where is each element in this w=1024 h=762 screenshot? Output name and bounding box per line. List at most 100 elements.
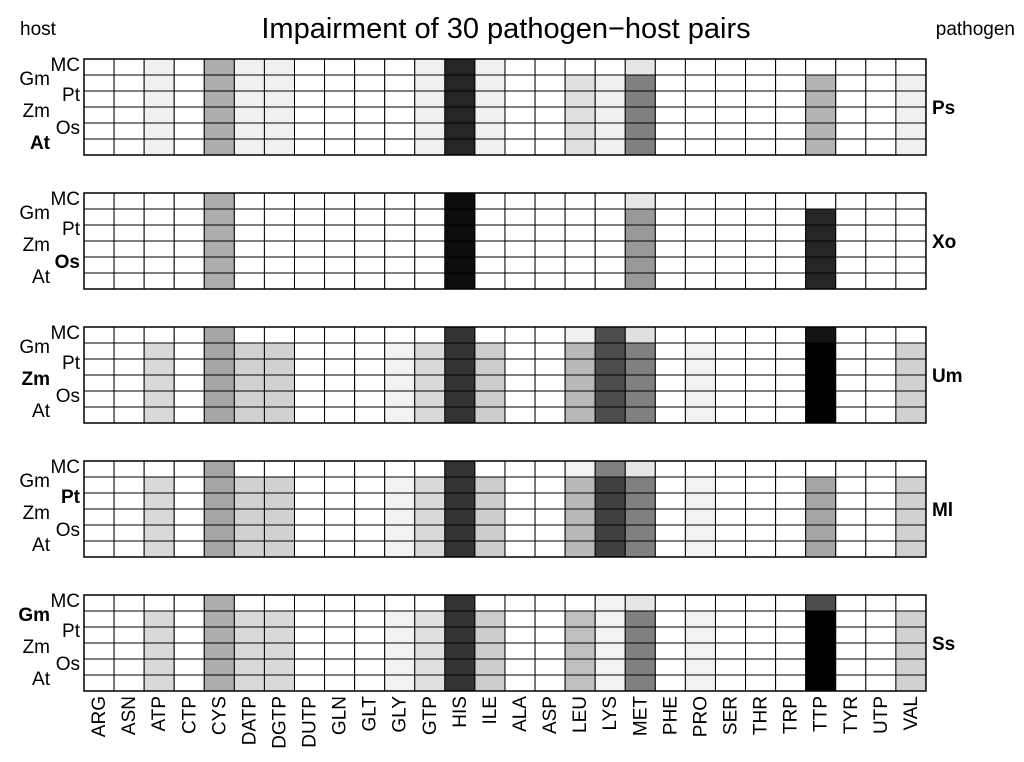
heatmap-cell	[745, 240, 777, 258]
heatmap-cell	[504, 122, 536, 140]
heatmap-cell	[745, 358, 777, 376]
heatmap-cell	[384, 326, 416, 344]
heatmap-cell	[684, 610, 716, 628]
heatmap-cell	[594, 406, 626, 424]
heatmap-cell	[564, 390, 596, 408]
heatmap-cell	[173, 540, 205, 558]
heatmap-cell	[233, 342, 265, 360]
heatmap-cell	[534, 224, 566, 242]
heatmap-cell	[203, 658, 235, 676]
heatmap-cell	[113, 138, 145, 156]
heatmap-cell	[714, 358, 747, 376]
heatmap-cell	[83, 594, 115, 612]
heatmap-cell	[324, 460, 356, 478]
heatmap-cell	[233, 524, 265, 542]
heatmap-cell	[504, 476, 536, 494]
heatmap-cell	[474, 658, 506, 676]
heatmap-cell	[83, 406, 115, 424]
heatmap-cell	[805, 374, 837, 392]
heatmap-cell	[865, 540, 897, 558]
heatmap-cell	[865, 192, 897, 210]
host-label-zm: Zm	[23, 503, 50, 524]
heatmap-cell	[564, 476, 596, 494]
heatmap-cell	[203, 122, 235, 140]
heatmap-cell	[805, 658, 837, 676]
heatmap-cell	[354, 610, 386, 628]
heatmap-cell	[564, 272, 596, 290]
heatmap-cell	[684, 390, 716, 408]
heatmap-cell	[143, 658, 175, 676]
heatmap-cell	[143, 540, 175, 558]
heatmap-cell	[775, 642, 807, 660]
heatmap-cell	[895, 390, 927, 408]
heatmap-cell	[474, 476, 506, 494]
heatmap-cell	[805, 90, 837, 108]
heatmap-cell	[805, 406, 837, 424]
heatmap-cell	[504, 192, 536, 210]
heatmap-cell	[654, 208, 686, 226]
heatmap-cell	[895, 406, 927, 424]
heatmap-cell	[173, 358, 205, 376]
heatmap-cell	[203, 674, 235, 692]
heatmap-cell	[324, 240, 356, 258]
heatmap-cell	[354, 390, 386, 408]
heatmap-cell	[865, 674, 897, 692]
heatmap-cell	[534, 390, 566, 408]
heatmap-cell	[414, 326, 446, 344]
panel-border	[83, 326, 927, 424]
heatmap-cell	[414, 74, 446, 92]
heatmap-cell	[474, 256, 506, 274]
heatmap-cell	[865, 524, 897, 542]
heatmap-cell	[324, 256, 356, 274]
heatmap-cell	[684, 540, 716, 558]
heatmap-cell	[865, 508, 897, 526]
heatmap-cell	[684, 224, 716, 242]
heatmap-cell	[684, 508, 716, 526]
heatmap-cell	[83, 240, 115, 258]
heatmap-cell	[504, 374, 536, 392]
heatmap-cell	[143, 74, 175, 92]
heatmap-cell	[534, 58, 566, 76]
heatmap-cell	[143, 58, 175, 76]
heatmap-cell	[143, 240, 175, 258]
heatmap-cell	[324, 524, 356, 542]
heatmap-cell	[745, 138, 777, 156]
heatmap-cell	[805, 256, 837, 274]
heatmap-cell	[654, 508, 686, 526]
heatmap-cell	[654, 658, 686, 676]
column-label-ala: ALA	[510, 696, 531, 732]
heatmap-cell	[444, 224, 476, 242]
heatmap-cell	[624, 342, 656, 360]
heatmap-cell	[594, 390, 626, 408]
heatmap-cell	[233, 460, 265, 478]
heatmap-cell	[113, 524, 145, 542]
heatmap-cell	[714, 138, 747, 156]
heatmap-cell	[324, 674, 356, 692]
heatmap-cell	[414, 658, 446, 676]
heatmap-cell	[684, 272, 716, 290]
heatmap-cell	[474, 240, 506, 258]
heatmap-cell	[865, 224, 897, 242]
heatmap-cell	[354, 58, 386, 76]
heatmap-cell	[113, 272, 145, 290]
heatmap-cell	[444, 122, 476, 140]
heatmap-cell	[83, 674, 115, 692]
heatmap-cell	[83, 626, 115, 644]
heatmap-cell	[263, 642, 295, 660]
heatmap-cell	[233, 138, 265, 156]
heatmap-cell	[835, 138, 867, 156]
heatmap-cell	[384, 358, 416, 376]
heatmap-cell	[624, 674, 656, 692]
panel-border	[83, 192, 927, 290]
heatmap-cell	[173, 342, 205, 360]
heatmap-cell	[594, 460, 626, 478]
host-label-zm: Zm	[23, 637, 50, 658]
heatmap-cell	[564, 74, 596, 92]
heatmap-cell	[895, 106, 927, 124]
heatmap-cell	[354, 358, 386, 376]
heatmap-cell	[354, 192, 386, 210]
heatmap-cell	[293, 540, 326, 558]
heatmap-cell	[534, 256, 566, 274]
